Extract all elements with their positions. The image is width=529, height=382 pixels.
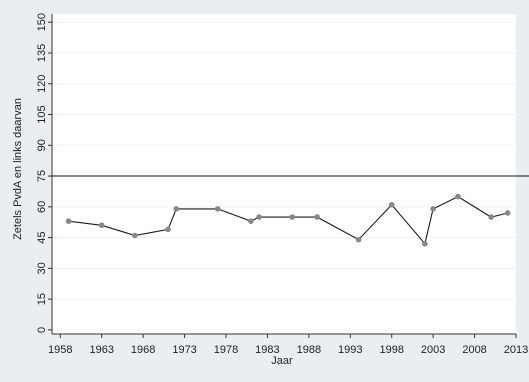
data-point-2006 xyxy=(455,193,461,200)
y-tick-label-45: 45 xyxy=(36,231,48,243)
data-point-2003 xyxy=(430,206,436,212)
data-point-2012 xyxy=(504,210,511,216)
y-tick-label-150: 150 xyxy=(36,13,48,31)
y-tick-label-60: 60 xyxy=(36,201,48,213)
data-point-1981 xyxy=(248,218,254,224)
x-tick-label-1998: 1998 xyxy=(379,344,403,356)
data-point-1971 xyxy=(165,226,171,233)
data-point-1963 xyxy=(98,222,105,229)
x-tick-label-1968: 1968 xyxy=(131,344,155,356)
data-point-1967 xyxy=(132,232,138,239)
data-point-1989 xyxy=(314,214,320,220)
data-point-1998 xyxy=(388,201,395,208)
data-point-2002 xyxy=(422,240,428,247)
y-tick-label-75: 75 xyxy=(36,170,48,182)
data-point-1994 xyxy=(355,236,362,243)
y-tick-label-0: 0 xyxy=(36,327,48,333)
x-tick-label-1988: 1988 xyxy=(297,344,321,356)
data-point-1977 xyxy=(214,206,221,212)
data-point-1959 xyxy=(65,218,72,224)
y-tick-label-135: 135 xyxy=(36,44,48,62)
y-tick-label-15: 15 xyxy=(36,293,48,305)
y-tick-label-105: 105 xyxy=(36,105,48,123)
x-tick-label-1958: 1958 xyxy=(48,344,72,356)
data-point-1982 xyxy=(256,214,262,220)
data-point-2010 xyxy=(488,214,494,220)
x-axis-title: Jaar xyxy=(271,355,293,367)
plot-area xyxy=(52,14,516,334)
x-tick-label-1983: 1983 xyxy=(255,344,279,356)
x-tick-label-2003: 2003 xyxy=(421,344,445,356)
x-tick-label-1973: 1973 xyxy=(172,344,196,356)
x-tick-label-1978: 1978 xyxy=(214,344,238,356)
x-tick-label-1993: 1993 xyxy=(338,344,362,356)
y-axis-title: Zetels PvdA en links daarvan xyxy=(12,98,24,240)
data-point-1986 xyxy=(289,214,296,220)
y-tick-label-120: 120 xyxy=(36,75,48,93)
y-tick-label-90: 90 xyxy=(36,139,48,151)
data-point-1972 xyxy=(173,206,180,212)
x-tick-label-1963: 1963 xyxy=(89,344,113,356)
y-tick-label-30: 30 xyxy=(36,262,48,274)
x-tick-label-2013: 2013 xyxy=(504,344,528,356)
x-tick-label-2008: 2008 xyxy=(462,344,486,356)
